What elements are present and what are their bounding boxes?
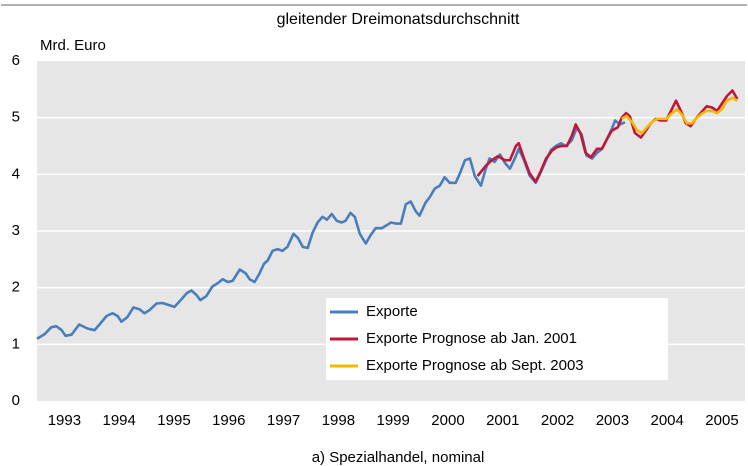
series-line	[621, 96, 738, 135]
x-tick-label: 1994	[103, 412, 136, 429]
x-tick-label: 2003	[596, 412, 629, 429]
x-tick-label: 1993	[48, 412, 81, 429]
y-tick-label: 0	[12, 392, 20, 409]
x-tick-label: 2004	[650, 412, 683, 429]
legend-label: Exporte Prognose ab Sept. 2003	[366, 357, 584, 374]
y-tick-label: 3	[12, 222, 20, 239]
x-tick-label: 1999	[377, 412, 410, 429]
x-tick-label: 2005	[705, 412, 738, 429]
y-tick-label: 1	[12, 335, 20, 352]
y-tick-label: 4	[12, 165, 20, 182]
x-tick-label: 2002	[541, 412, 574, 429]
legend-label: Exporte	[366, 303, 418, 320]
legend-box	[326, 298, 668, 380]
y-tick-label: 5	[12, 109, 20, 126]
y-axis-label: Mrd. Euro	[40, 37, 106, 54]
y-tick-label: 6	[12, 52, 20, 69]
x-tick-label: 1996	[212, 412, 245, 429]
x-tick-label: 2001	[486, 412, 519, 429]
x-tick-label: 2000	[431, 412, 464, 429]
legend-label: Exporte Prognose ab Jan. 2001	[366, 330, 577, 347]
y-tick-label: 2	[12, 279, 20, 296]
x-tick-label: 1997	[267, 412, 300, 429]
caption: a) Spezialhandel, nominal	[312, 449, 485, 466]
chart-title: gleitender Dreimonatsdurchschnitt	[277, 11, 520, 28]
x-tick-label: 1998	[322, 412, 355, 429]
x-tick-label: 1995	[157, 412, 190, 429]
